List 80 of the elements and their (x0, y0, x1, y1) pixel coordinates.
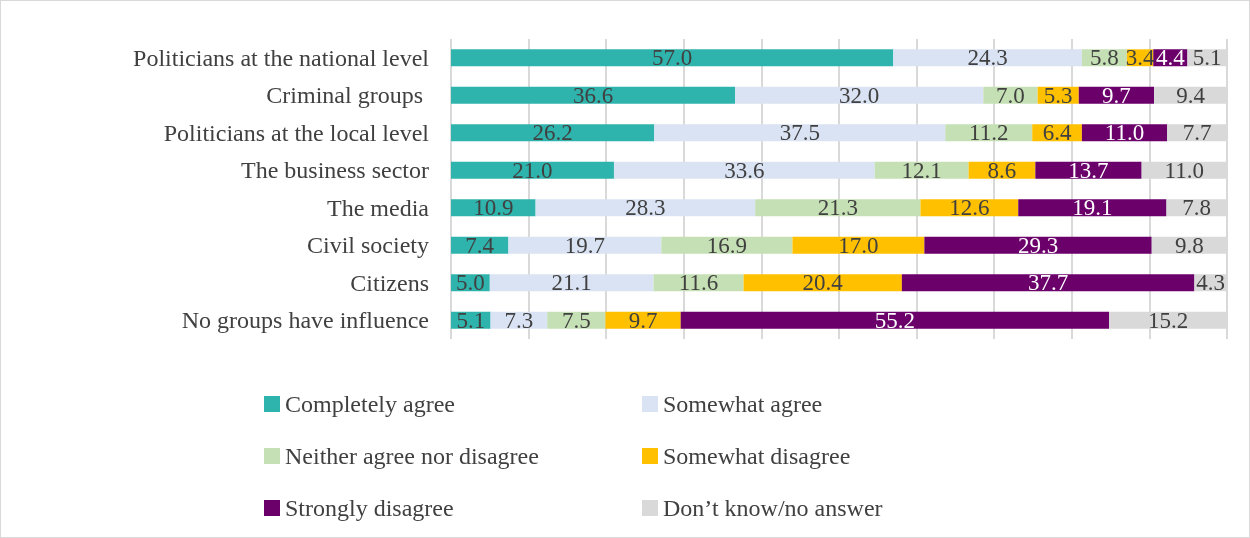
legend-label: Strongly disagree (285, 495, 454, 521)
data-label: 5.0 (456, 270, 485, 296)
data-label: 5.1 (1192, 45, 1222, 71)
bar (743, 274, 902, 292)
data-label: 11.2 (969, 120, 1009, 146)
legend-label: Neither agree nor disagree (285, 443, 539, 469)
y-tick-label: No groups have influence (181, 307, 429, 334)
y-tick-label: Politicians at the local level (163, 119, 430, 146)
data-label: 7.3 (504, 307, 534, 333)
data-label: 19.1 (1072, 195, 1113, 221)
data-label: 17.0 (838, 232, 879, 258)
bar (924, 236, 1152, 254)
data-label: 29.3 (1017, 232, 1059, 258)
y-tick-label: The business sector (241, 157, 429, 184)
bar (893, 49, 1082, 67)
data-label: 11.0 (1104, 120, 1145, 146)
data-label: 10.9 (473, 195, 514, 221)
bar (451, 49, 894, 67)
data-label: 11.6 (678, 270, 719, 296)
legend-label: Somewhat agree (663, 391, 823, 417)
data-label: 20.4 (802, 270, 844, 296)
bar (755, 199, 921, 217)
bar (680, 311, 1110, 329)
bar (792, 236, 925, 254)
data-label: 11.0 (1164, 157, 1205, 183)
data-label: 7.7 (1182, 120, 1212, 146)
data-label: 4.3 (1196, 270, 1226, 296)
data-label: 8.6 (987, 157, 1017, 183)
data-label: 21.0 (512, 157, 553, 183)
y-tick-label: Politicians at the national level (133, 44, 430, 71)
data-label: 26.2 (532, 120, 573, 146)
bar (535, 199, 756, 217)
bar (613, 161, 875, 179)
data-label: 21.3 (817, 195, 858, 221)
data-label: 12.6 (949, 195, 990, 221)
data-label: 57.0 (652, 45, 693, 71)
bar (654, 124, 946, 142)
bar (451, 124, 655, 142)
data-label: 7.5 (561, 307, 591, 333)
legend-label: Don’t know/no answer (663, 495, 883, 521)
data-label: 7.0 (996, 82, 1025, 108)
data-label: 37.7 (1028, 270, 1069, 296)
y-tick-label: Citizens (350, 269, 429, 296)
bar (735, 86, 984, 104)
data-label: 13.7 (1068, 157, 1109, 183)
data-label: 7.4 (465, 232, 495, 258)
data-label: 5.8 (1090, 45, 1119, 71)
data-label: 5.1 (456, 307, 486, 333)
data-label: 55.2 (874, 307, 915, 333)
data-label: 16.9 (706, 232, 747, 258)
data-label: 9.8 (1174, 232, 1204, 258)
legend-label: Completely agree (285, 391, 455, 417)
bar (489, 274, 654, 292)
data-label: 21.1 (551, 270, 592, 296)
data-label: 33.6 (724, 157, 765, 183)
y-tick-label: The media (327, 194, 430, 221)
data-label: 5.3 (1043, 82, 1073, 108)
bar (451, 161, 614, 179)
legend-label: Somewhat disagree (663, 443, 851, 469)
data-label: 19.7 (564, 232, 605, 258)
data-label: 37.5 (779, 120, 820, 146)
data-label: 15.2 (1147, 307, 1189, 333)
data-label: 6.4 (1042, 120, 1072, 146)
bar (1035, 161, 1142, 179)
data-label: 24.3 (967, 45, 1008, 71)
data-label: 36.6 (572, 82, 614, 108)
data-label: 32.0 (839, 82, 880, 108)
data-label: 4.4 (1155, 45, 1186, 71)
data-label: 7.8 (1182, 195, 1212, 221)
data-label: 9.7 (628, 307, 658, 333)
y-tick-label: Criminal groups (266, 82, 429, 109)
bar (451, 86, 736, 104)
bar (1018, 199, 1167, 217)
data-label: 9.7 (1102, 82, 1131, 108)
y-tick-label: Civil society (307, 232, 429, 259)
data-label: 9.4 (1176, 82, 1206, 108)
bar (901, 274, 1195, 292)
data-label: 12.1 (901, 157, 942, 183)
bar (508, 236, 662, 254)
data-label: 28.3 (625, 195, 666, 221)
